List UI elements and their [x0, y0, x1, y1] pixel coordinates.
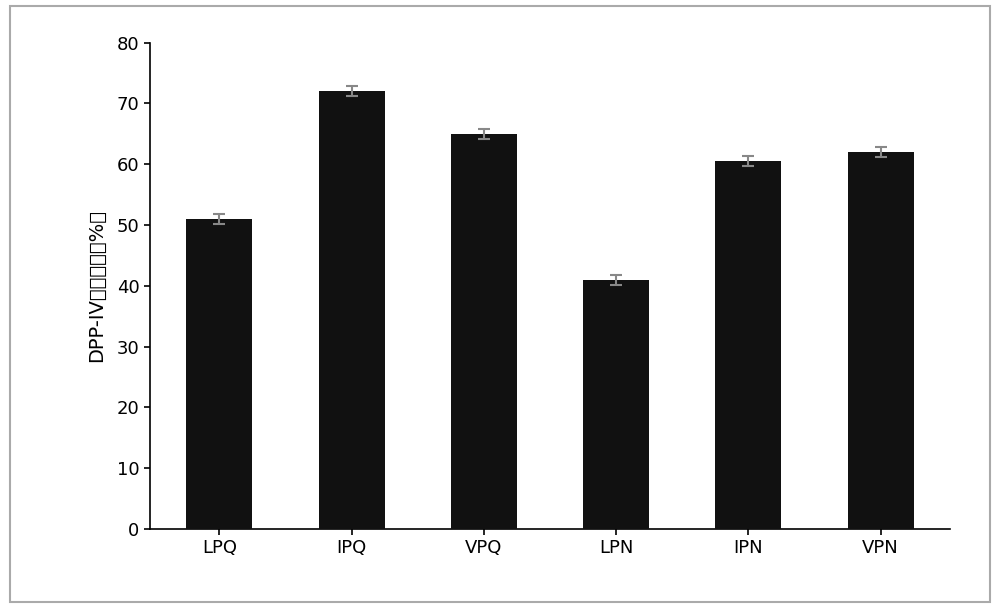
Y-axis label: DPP-IV抑制活性（%）: DPP-IV抑制活性（%）: [87, 209, 106, 362]
Bar: [319, 91, 385, 529]
Bar: [583, 280, 649, 529]
Bar: [186, 219, 252, 529]
Bar: [848, 152, 914, 529]
Bar: [451, 134, 517, 529]
Bar: [715, 161, 781, 529]
